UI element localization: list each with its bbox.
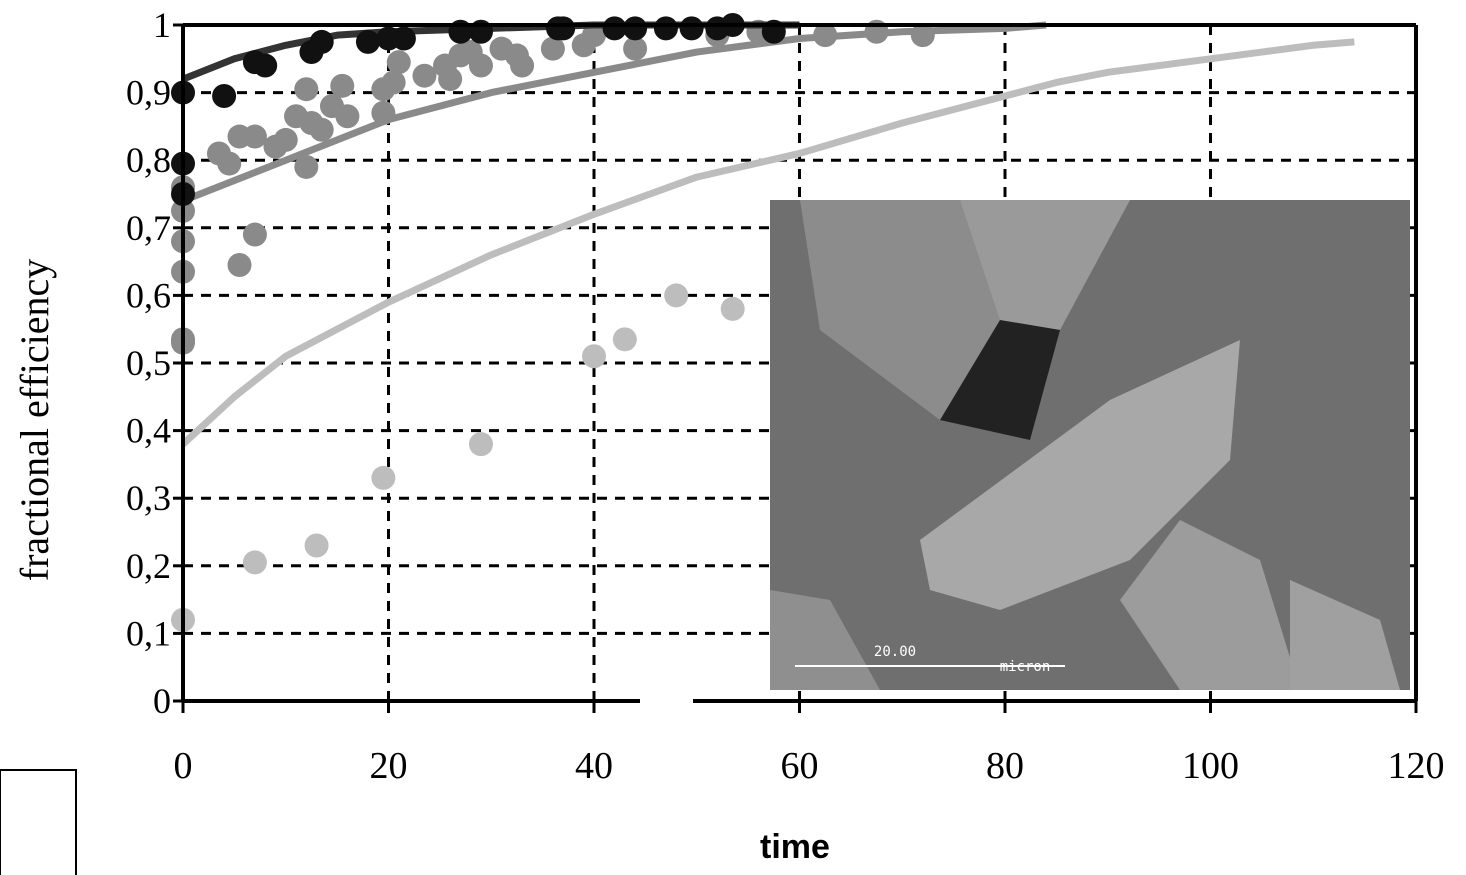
inset-crystal xyxy=(1120,520,1300,690)
series-line xyxy=(181,21,1047,205)
y-tick-label: 0,7 xyxy=(126,208,171,248)
data-point xyxy=(540,36,565,61)
frame-fragment xyxy=(0,769,77,875)
scale-label: 20.00 xyxy=(874,644,916,660)
data-point xyxy=(304,533,329,558)
data-point xyxy=(227,252,252,277)
data-point xyxy=(582,344,606,369)
data-point xyxy=(335,104,360,129)
data-point xyxy=(330,73,355,98)
data-point xyxy=(720,296,745,321)
inset-crystal xyxy=(920,340,1240,610)
scale-unit: micron xyxy=(1000,659,1051,675)
data-point xyxy=(242,222,267,247)
data-point xyxy=(242,124,267,149)
y-tick-label: 0,4 xyxy=(126,411,171,451)
data-point xyxy=(273,127,298,152)
y-tick-label: 0,1 xyxy=(126,613,171,653)
y-tick-label: 0,2 xyxy=(126,546,171,586)
series-line xyxy=(180,38,1355,447)
x-tick-label: 20 xyxy=(370,745,408,787)
data-point xyxy=(371,100,396,125)
data-point xyxy=(468,432,493,457)
data-point xyxy=(242,550,267,575)
data-point xyxy=(438,67,463,92)
data-point xyxy=(217,151,242,176)
inset-crystal xyxy=(1290,580,1400,690)
y-tick-label: 0 xyxy=(153,681,171,721)
data-point xyxy=(679,16,704,41)
data-point xyxy=(623,16,648,41)
y-tick-label: 0,6 xyxy=(126,275,171,315)
x-tick-label: 40 xyxy=(575,745,613,787)
data-point xyxy=(653,16,678,41)
y-tick-label: 1 xyxy=(153,5,171,45)
x-tick-label: 0 xyxy=(174,745,193,787)
data-point xyxy=(510,53,535,78)
inset-crystal xyxy=(960,200,1130,330)
data-point xyxy=(664,283,689,308)
y-tick-label: 0,3 xyxy=(126,478,171,518)
y-tick-label: 0,5 xyxy=(126,343,171,383)
data-point xyxy=(294,77,319,102)
x-axis-label: time xyxy=(760,828,830,866)
data-point xyxy=(391,26,416,51)
data-point xyxy=(381,70,406,95)
data-point xyxy=(386,50,411,75)
x-tick-label: 100 xyxy=(1182,745,1239,787)
y-tick-label: 0,9 xyxy=(126,73,171,113)
y-tick-label: 0,8 xyxy=(126,140,171,180)
data-point xyxy=(602,16,627,41)
data-point xyxy=(355,29,380,54)
data-point xyxy=(910,23,935,48)
data-point xyxy=(813,23,838,48)
y-axis-label: fractional efficiency xyxy=(12,259,57,581)
x-tick-label: 60 xyxy=(781,745,819,787)
data-point xyxy=(412,63,437,88)
data-point xyxy=(623,36,648,61)
inset-gap xyxy=(940,320,1060,440)
data-point xyxy=(612,327,637,352)
data-point xyxy=(253,53,278,78)
data-point xyxy=(468,53,493,78)
data-point xyxy=(309,117,334,142)
data-point xyxy=(582,23,606,48)
data-point xyxy=(371,465,396,490)
data-point xyxy=(309,29,334,54)
data-point xyxy=(551,16,576,41)
inset-crystal xyxy=(800,200,1010,420)
x-tick-label: 80 xyxy=(986,745,1024,787)
x-tick-label: 120 xyxy=(1388,745,1445,787)
data-point xyxy=(212,83,237,108)
data-point xyxy=(294,154,319,179)
